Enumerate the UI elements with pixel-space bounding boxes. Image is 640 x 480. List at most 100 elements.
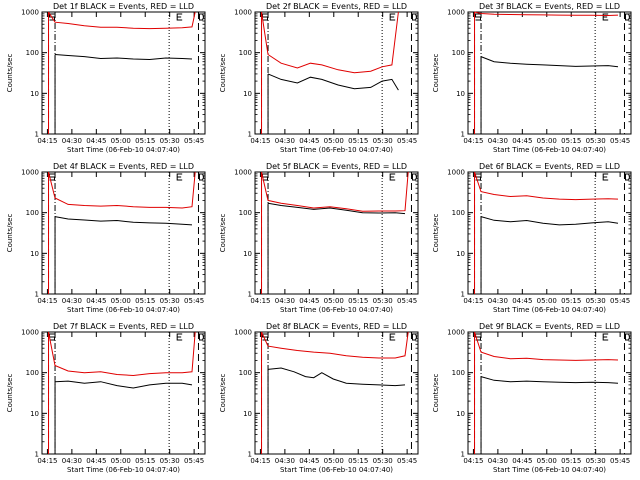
x-tick-label: 04:30 <box>62 457 82 465</box>
y-tick-label: 10 <box>243 410 252 418</box>
chart-title: Det 6f BLACK = Events, RED = LLD <box>479 162 620 171</box>
lld-series-line <box>474 171 619 201</box>
x-tick-label: 05:00 <box>537 137 557 145</box>
events-series-line <box>480 376 619 384</box>
y-tick-label: 100 <box>26 369 39 377</box>
x-tick-label: 04:45 <box>86 457 106 465</box>
x-tick-label: 04:30 <box>488 137 508 145</box>
y-tick-label: 10 <box>30 250 39 258</box>
x-tick-label: 05:00 <box>537 457 557 465</box>
y-tick-label: 10 <box>456 250 465 258</box>
x-tick-label: 05:30 <box>373 137 393 145</box>
chart-title: Det 2f BLACK = Events, RED = LLD <box>266 2 407 11</box>
chart-panel: Det 7f BLACK = Events, RED = LLD 1 10 100 10… <box>0 320 213 480</box>
x-tick-label: 05:00 <box>324 137 344 145</box>
x-tick-label: 04:45 <box>512 457 532 465</box>
x-tick-label: 05:30 <box>160 297 180 305</box>
y-axis-label: Counts/sec <box>219 214 227 253</box>
chart-svg: Det 2f BLACK = Events, RED = LLD 1 10 100 10… <box>219 2 419 154</box>
x-tick-label: 05:30 <box>160 137 180 145</box>
y-tick-label: 10 <box>30 410 39 418</box>
x-tick-label: 04:45 <box>86 297 106 305</box>
s-marker <box>262 333 269 341</box>
x-tick-label: 05:15 <box>348 137 368 145</box>
y-tick-label: 1000 <box>234 169 252 177</box>
s-marker <box>475 13 482 21</box>
d-marker <box>624 13 630 21</box>
e-marker <box>176 333 183 341</box>
chart-panel: Det 2f BLACK = Events, RED = LLD 1 10 100 10… <box>213 0 426 160</box>
y-tick-label: 1000 <box>234 329 252 337</box>
chart-title: Det 8f BLACK = Events, RED = LLD <box>266 322 407 331</box>
d-marker <box>411 333 417 341</box>
x-tick-label: 04:30 <box>275 297 295 305</box>
x-tick-label: 04:30 <box>275 457 295 465</box>
d-marker <box>198 173 204 181</box>
plot-frame <box>41 331 206 455</box>
x-tick-label: 04:15 <box>463 137 483 145</box>
y-tick-label: 1 <box>248 451 252 459</box>
y-tick-label: 1 <box>461 131 465 139</box>
e-marker <box>176 13 183 21</box>
chart-title: Det 9f BLACK = Events, RED = LLD <box>479 322 620 331</box>
x-tick-label: 05:45 <box>397 457 417 465</box>
x-tick-label: 04:15 <box>37 457 57 465</box>
e-marker <box>176 173 183 181</box>
x-tick-label: 05:45 <box>397 137 417 145</box>
x-tick-label: 05:15 <box>561 297 581 305</box>
x-tick-label: 05:00 <box>537 297 557 305</box>
x-axis-label: Start Time (06-Feb-10 04:07:40) <box>493 306 606 314</box>
y-tick-label: 100 <box>239 209 252 217</box>
y-axis-label: Counts/sec <box>6 54 14 93</box>
chart-title: Det 4f BLACK = Events, RED = LLD <box>53 162 194 171</box>
y-tick-label: 10 <box>456 410 465 418</box>
events-series-line <box>480 56 619 68</box>
x-tick-label: 05:00 <box>111 457 131 465</box>
plot-frame <box>254 171 419 295</box>
x-tick-label: 05:00 <box>111 137 131 145</box>
chart-svg: Det 5f BLACK = Events, RED = LLD 1 10 100 10… <box>219 162 419 314</box>
y-tick-label: 1 <box>248 291 252 299</box>
plot-frame <box>254 11 419 135</box>
y-tick-label: 1000 <box>447 9 465 17</box>
e-marker <box>602 173 609 181</box>
e-marker <box>602 333 609 341</box>
plot-frame <box>41 171 206 295</box>
d-marker <box>624 173 630 181</box>
lld-series-line <box>48 331 196 377</box>
y-tick-label: 1 <box>35 131 39 139</box>
x-tick-label: 04:15 <box>463 457 483 465</box>
chart-panel: Det 1f BLACK = Events, RED = LLD 1 10 100 10… <box>0 0 213 160</box>
x-tick-label: 05:15 <box>561 137 581 145</box>
x-tick-label: 04:15 <box>37 297 57 305</box>
y-tick-label: 10 <box>30 90 39 98</box>
chart-title: Det 1f BLACK = Events, RED = LLD <box>53 2 194 11</box>
events-series-line <box>54 380 193 389</box>
chart-svg: Det 7f BLACK = Events, RED = LLD 1 10 100 10… <box>6 322 206 474</box>
plot-frame <box>467 171 632 295</box>
y-axis-label: Counts/sec <box>6 374 14 413</box>
x-tick-label: 04:30 <box>62 137 82 145</box>
x-tick-label: 05:30 <box>160 457 180 465</box>
x-tick-label: 05:15 <box>135 297 155 305</box>
y-tick-label: 1000 <box>447 169 465 177</box>
x-tick-label: 04:45 <box>512 297 532 305</box>
chart-panel: Det 3f BLACK = Events, RED = LLD 1 10 100 10… <box>426 0 639 160</box>
y-tick-label: 100 <box>239 49 252 57</box>
y-tick-label: 1000 <box>234 9 252 17</box>
chart-panel: Det 6f BLACK = Events, RED = LLD 1 10 100 10… <box>426 160 639 320</box>
chart-title: Det 3f BLACK = Events, RED = LLD <box>479 2 620 11</box>
y-tick-label: 1 <box>461 291 465 299</box>
y-tick-label: 1000 <box>447 329 465 337</box>
x-tick-label: 04:15 <box>250 297 270 305</box>
y-tick-label: 100 <box>452 369 465 377</box>
y-axis-label: Counts/sec <box>432 214 440 253</box>
x-tick-label: 04:15 <box>250 457 270 465</box>
lld-series-line <box>261 11 399 74</box>
chart-panel: Det 9f BLACK = Events, RED = LLD 1 10 100 10… <box>426 320 639 480</box>
x-tick-label: 04:30 <box>488 297 508 305</box>
x-tick-label: 05:15 <box>135 457 155 465</box>
x-tick-label: 04:30 <box>488 457 508 465</box>
y-axis-label: Counts/sec <box>6 214 14 253</box>
